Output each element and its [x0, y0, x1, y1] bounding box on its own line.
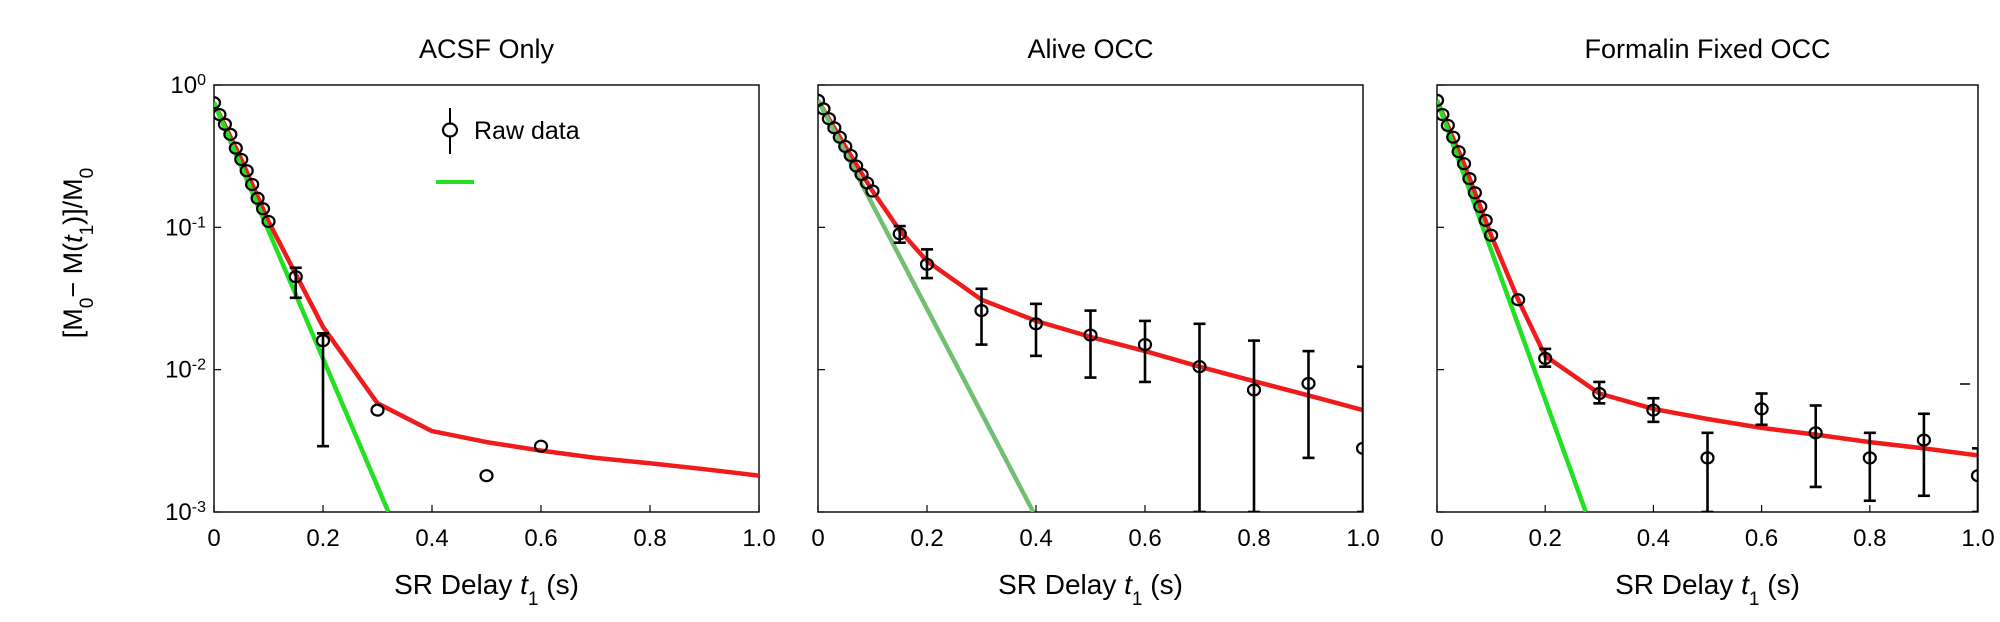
data-point — [1970, 469, 1978, 483]
data-point — [261, 214, 276, 229]
fit-line-red — [214, 101, 759, 478]
fit-line-green — [214, 101, 391, 512]
data-point — [214, 96, 222, 110]
data-point — [1467, 186, 1482, 200]
data-point — [1301, 376, 1316, 391]
data-point — [1192, 360, 1207, 374]
x-tick-label: 0.2 — [306, 525, 339, 552]
data-point — [245, 177, 260, 192]
data-point — [1478, 213, 1493, 227]
legend-raw-label: Raw data — [474, 117, 580, 145]
x-tick-label: 0.4 — [1019, 525, 1052, 552]
data-point — [1754, 402, 1769, 416]
y-tick-label: 10-3 — [165, 499, 206, 527]
x-tick-label: 0.2 — [1529, 525, 1562, 552]
x-tick-label: 1.0 — [1961, 525, 1994, 552]
data-point — [1646, 403, 1661, 417]
data-point — [479, 469, 494, 483]
chart-panel-3: Formalin Fixed OCC 0 0.2 0.4 0.6 0.8 1.0 SR Del… — [1430, 34, 1994, 610]
x-tick-label: 0.8 — [1853, 525, 1886, 552]
data-point — [1246, 383, 1262, 397]
data-point — [1462, 171, 1477, 186]
x-tick-label: 0 — [811, 525, 824, 552]
chart-panel-1: ACSF Only 0 0.2 0.4 0.6 0.8 1.0 100 10-1 10-2 10-3… — [165, 34, 776, 610]
data-point — [1437, 93, 1445, 107]
x-axis-label: SR Delay t1 (s) — [1615, 569, 1800, 610]
chart-title: Formalin Fixed OCC — [1584, 34, 1830, 64]
data-point — [892, 227, 907, 241]
y-tick-label: 10-2 — [165, 356, 206, 384]
x-tick-label: 0.6 — [1128, 525, 1161, 552]
plot-area — [1437, 93, 1978, 512]
data-point — [1451, 145, 1466, 159]
data-point — [919, 257, 935, 271]
data-point — [533, 439, 549, 453]
data-point — [1137, 338, 1153, 352]
plot-area — [818, 93, 1363, 512]
data-point — [865, 184, 880, 198]
data-point — [239, 164, 254, 178]
x-tick-label: 0.2 — [910, 525, 943, 552]
data-point — [818, 93, 826, 107]
plot-area — [214, 96, 759, 512]
data-point — [1028, 317, 1044, 331]
data-point — [255, 202, 271, 216]
x-tick-label: 1.0 — [1346, 525, 1379, 552]
data-point — [1355, 441, 1363, 455]
x-tick-label: 0.4 — [415, 525, 448, 552]
x-tick-label: 1.0 — [742, 525, 775, 552]
x-tick-label: 0.8 — [1237, 525, 1270, 552]
x-tick-label: 0.6 — [1745, 525, 1778, 552]
data-point — [818, 102, 831, 116]
fit-line-green — [818, 99, 1036, 512]
data-point — [1083, 328, 1098, 342]
data-point — [1473, 199, 1488, 214]
data-point — [1511, 293, 1526, 307]
data-point — [1483, 228, 1499, 242]
y-tick-label: 10-1 — [165, 214, 206, 242]
chart-panel-2: Alive OCC 0 0.2 0.4 0.6 0.8 1.0 SR Delay t1 (s) — [811, 34, 1379, 610]
x-axis-label: SR Delay t1 (s) — [998, 569, 1183, 610]
legend-raw-marker — [441, 122, 459, 138]
data-point — [223, 127, 238, 141]
data-point — [1440, 118, 1455, 133]
x-tick-label: 0 — [1430, 525, 1443, 552]
data-point — [1456, 157, 1472, 171]
chart-title: ACSF Only — [419, 34, 555, 64]
data-point — [288, 270, 303, 284]
y-tick-label: 100 — [170, 72, 206, 100]
plot-frame — [817, 84, 1364, 513]
data-point — [315, 334, 331, 348]
chart-title: Alive OCC — [1027, 34, 1153, 64]
x-tick-label: 0 — [207, 525, 220, 552]
x-tick-label: 0.6 — [524, 525, 557, 552]
x-tick-label: 0.8 — [633, 525, 666, 552]
data-point — [974, 304, 989, 318]
data-point — [234, 152, 249, 167]
data-point — [1437, 107, 1450, 122]
data-point — [843, 148, 858, 163]
data-point — [217, 117, 232, 131]
data-point — [1808, 426, 1823, 440]
y-axis-label: [M0− M(t1)]/M0 — [58, 168, 98, 339]
data-point — [250, 191, 265, 205]
data-point — [1446, 130, 1461, 144]
data-point — [1592, 386, 1607, 401]
data-point — [1916, 433, 1932, 447]
data-point — [1700, 451, 1715, 465]
data-point — [1862, 451, 1877, 465]
data-point — [370, 403, 385, 417]
x-tick-label: 0.4 — [1637, 525, 1670, 552]
data-point — [1538, 351, 1553, 365]
x-axis-label: SR Delay t1 (s) — [394, 569, 579, 610]
data-point — [228, 141, 243, 155]
